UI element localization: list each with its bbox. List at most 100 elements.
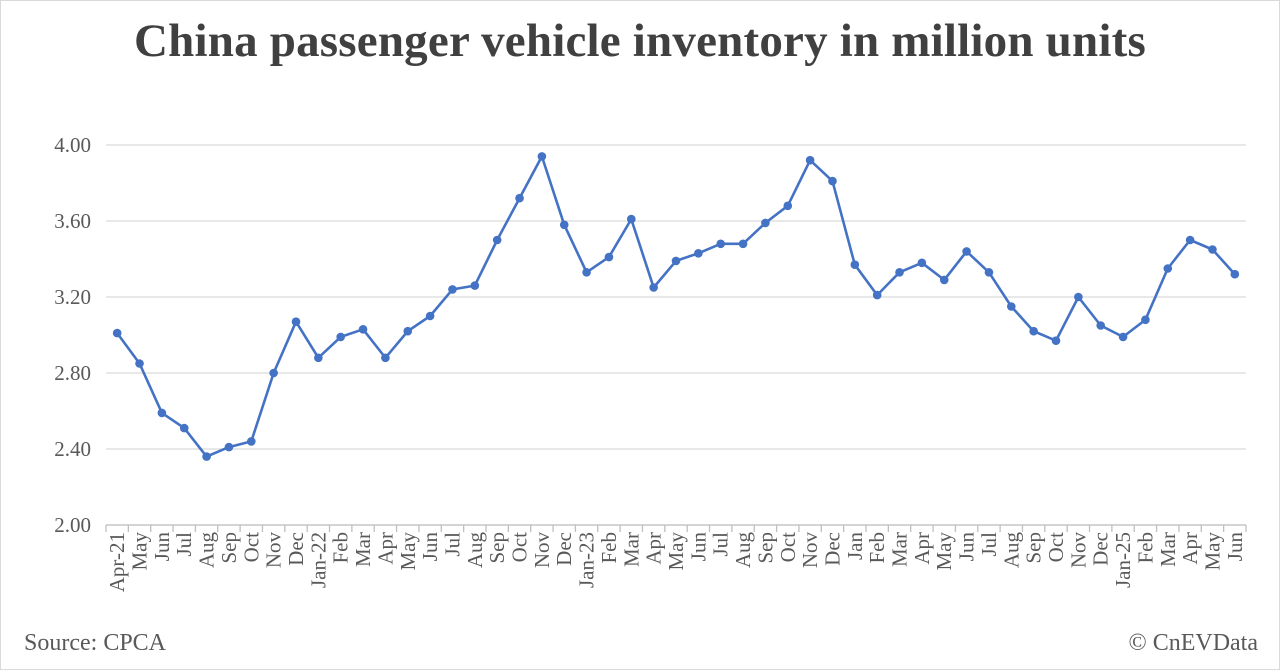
x-tick-label: Apr-21 [105,532,129,592]
x-tick-label: May [396,532,420,571]
data-point [1096,321,1106,330]
data-point [448,285,457,294]
x-tick-label: May [664,532,688,571]
x-tick-label: Apr [910,532,934,565]
x-tick-label: Oct [776,532,800,562]
x-tick-label: Jul [977,532,1001,557]
series-inventory [112,152,1240,461]
x-tick-label: Dec [284,532,308,566]
x-tick-label: Mar [619,532,643,567]
x-tick-label: Nov [262,532,286,569]
data-point [850,260,860,270]
x-tick-label: Nov [530,532,554,569]
data-point [1163,264,1173,273]
data-point [112,328,122,338]
x-tick-label: Jan-23 [575,532,599,588]
data-point [358,325,368,334]
x-tick-label: Apr [642,532,666,565]
x-tick-label: Feb [865,532,889,564]
x-tick-label: Sep [217,532,241,564]
data-point [939,275,949,285]
data-point [671,256,681,266]
x-tick-label: Jun [150,532,174,562]
data-point [694,249,703,258]
data-point [224,442,234,452]
copyright-credit: © CnEVData [1128,630,1258,656]
source-note: Source: CPCA [24,630,167,656]
data-point [761,218,770,228]
chart-title: China passenger vehicle inventory in mil… [134,15,1146,67]
x-tick-label: Dec [1089,532,1113,566]
data-point [828,176,837,186]
y-tick-label: 2.80 [54,361,91,385]
data-point [962,247,971,256]
data-point [783,201,793,211]
data-point [805,155,815,165]
data-point [559,220,569,230]
x-tick-label: Jun [1223,532,1247,562]
x-tick-label: Feb [597,532,621,564]
x-tick-label: Dec [552,532,576,566]
x-axis-tick-labels: Apr-21MayJunJulAugSepOctNovDecJan-22FebM… [105,532,1247,593]
x-tick-label: Aug [999,532,1023,569]
x-tick-label: Jul [440,532,464,557]
data-point [738,239,748,249]
x-tick-label: Feb [1133,532,1157,564]
data-point [291,317,301,327]
x-tick-label: Jan-25 [1111,532,1135,588]
y-tick-label: 2.40 [54,437,91,461]
data-point [1051,336,1061,346]
x-tick-label: Sep [753,532,777,564]
x-tick-label: Jan-22 [306,532,330,588]
x-tick-label: Oct [239,532,263,562]
x-tick-label: Aug [731,532,755,569]
data-point [1029,326,1038,336]
x-tick-label: Aug [463,532,487,569]
data-point [157,408,167,418]
data-point [202,452,211,461]
x-tick-label: Mar [351,532,375,567]
x-tick-label: Apr [373,532,397,565]
data-point [1141,315,1150,325]
data-point [984,268,994,277]
data-point [1074,292,1083,302]
data-point [872,290,882,300]
y-tick-label: 3.60 [54,209,91,233]
x-tick-label: Nov [798,532,822,569]
x-tick-label: Dec [820,532,844,566]
y-tick-label: 3.20 [54,285,91,309]
data-point [246,437,256,446]
data-point [336,332,346,342]
x-tick-label: Mar [888,532,912,567]
x-tick-label: Jun [955,532,979,562]
data-point [179,423,189,433]
data-point [649,283,658,292]
data-point [1185,235,1195,245]
x-tick-label: Mar [1156,532,1180,567]
data-point [716,239,726,249]
y-tick-label: 2.00 [54,513,91,537]
data-point [492,235,502,245]
x-tick-label: Jun [418,532,442,562]
data-point [135,359,144,368]
x-tick-label: May [1200,532,1224,571]
data-point [895,268,904,277]
data-point [470,281,480,290]
x-tick-label: Oct [1044,532,1068,562]
data-point [269,368,278,378]
x-tick-label: Aug [195,532,219,569]
data-point [515,193,524,203]
data-point [425,311,435,321]
series-line [116,155,1236,458]
data-point [403,326,413,336]
x-tick-label: Feb [329,532,353,564]
x-tick-label: Apr [1178,532,1202,565]
data-point [1118,332,1128,342]
data-point [1208,245,1217,254]
data-point [314,353,323,363]
x-axis [105,524,1247,532]
data-point [604,252,614,262]
y-tick-label: 4.00 [54,133,91,157]
data-point [582,268,591,277]
